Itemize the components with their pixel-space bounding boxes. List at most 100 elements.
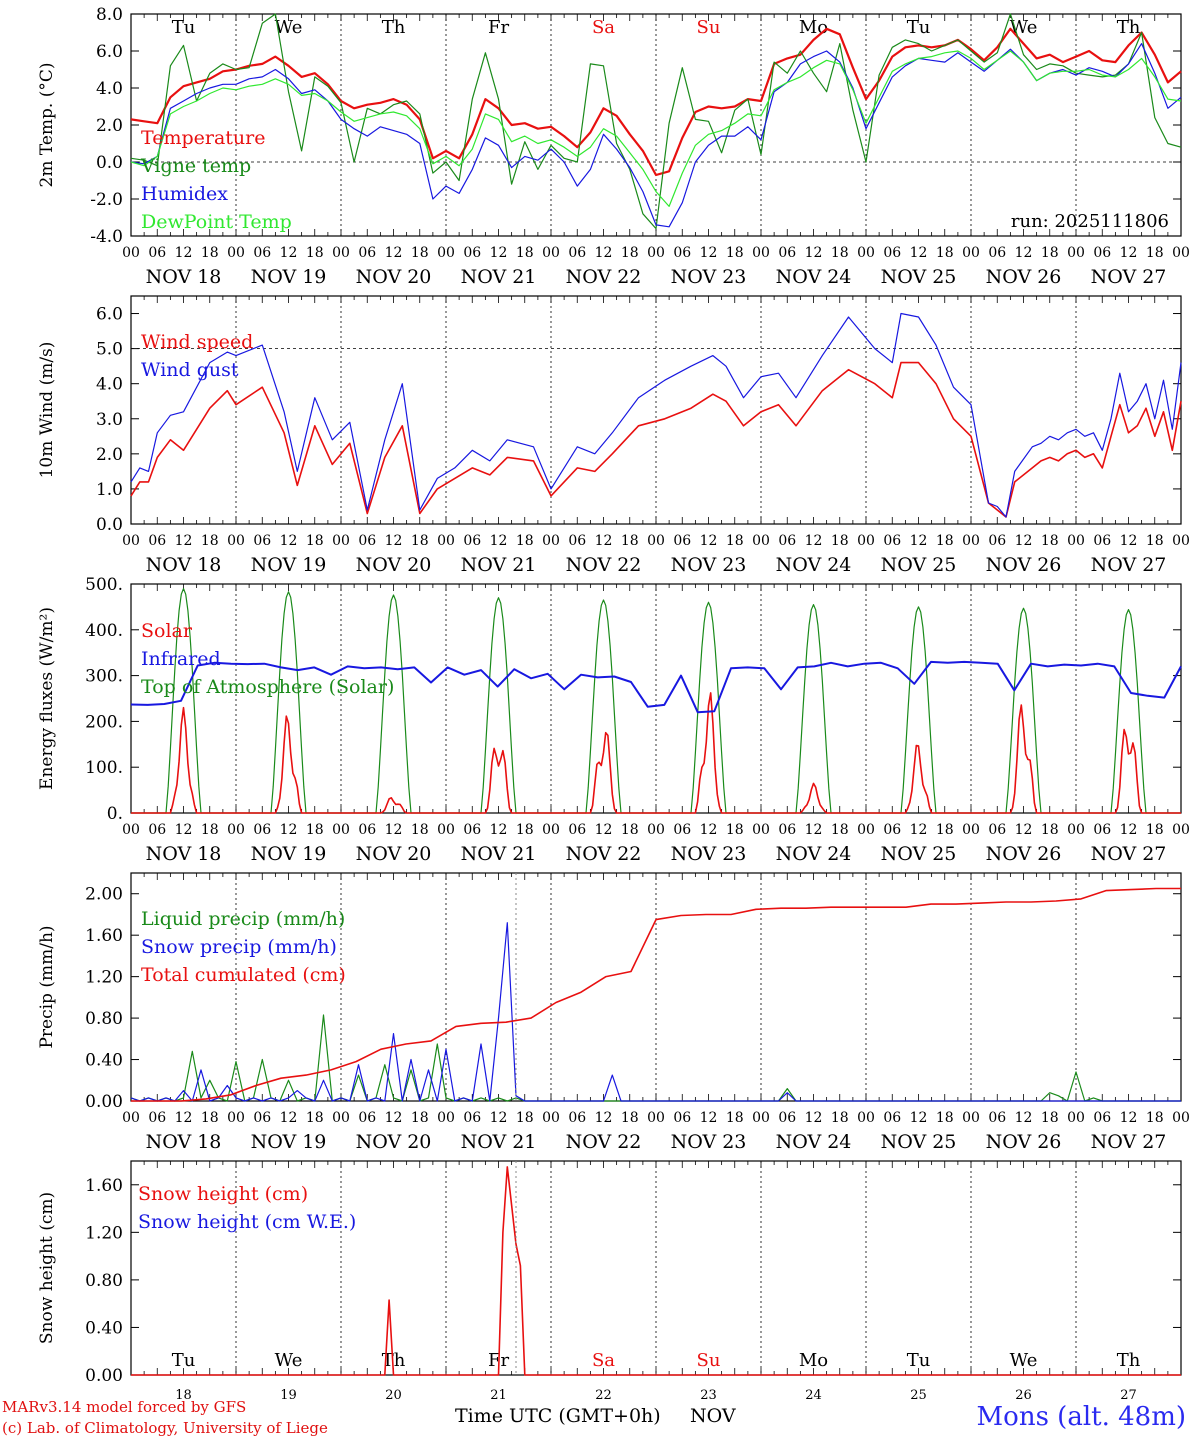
legend-entry: Temperature: [141, 127, 265, 149]
y-tick-label: 200.: [85, 712, 123, 732]
hour-tick-label: 18: [621, 1110, 639, 1126]
day-label: NOV 21: [461, 843, 537, 865]
y-tick-label: 1.60: [85, 926, 123, 946]
hour-tick-label: 06: [148, 245, 166, 261]
hour-tick-label: 12: [490, 533, 508, 549]
weekday-label: We: [1010, 1350, 1038, 1371]
hour-tick-label: 00: [1172, 245, 1190, 261]
hour-tick-label: 06: [253, 245, 271, 261]
hour-tick-label: 00: [332, 245, 350, 261]
y-tick-label: 100.: [85, 758, 123, 778]
hour-tick-label: 00: [962, 822, 980, 838]
hour-tick-label: 12: [1120, 1110, 1138, 1126]
day-label: NOV 25: [881, 554, 957, 576]
hour-tick-label: 00: [227, 1110, 245, 1126]
hour-tick-label: 18: [201, 245, 219, 261]
hour-tick-label: 18: [516, 245, 534, 261]
hour-tick-label: 12: [1015, 822, 1033, 838]
y-tick-label: 0.80: [85, 1009, 123, 1029]
hour-tick-label: 06: [673, 245, 691, 261]
series-line: [130, 27, 1182, 177]
day-number-label: 27: [1120, 1388, 1137, 1403]
hour-tick-label: 12: [1120, 245, 1138, 261]
day-label: NOV 23: [671, 266, 747, 288]
series-line: [130, 922, 1181, 1102]
day-label: NOV 20: [356, 266, 432, 288]
hour-tick-label: 06: [148, 1110, 166, 1126]
legend-entry: Snow height (cm W.E.): [138, 1211, 356, 1233]
y-tick-label: 6.0: [96, 305, 123, 325]
hour-tick-label: 12: [805, 1110, 823, 1126]
weekday-label: Th: [382, 17, 406, 38]
weekday-label: We: [1010, 17, 1038, 38]
hour-tick-label: 18: [936, 533, 954, 549]
hour-tick-label: 00: [542, 245, 560, 261]
hour-tick-label: 12: [1120, 822, 1138, 838]
day-label: NOV 19: [251, 1131, 327, 1153]
hour-tick-label: 12: [280, 1110, 298, 1126]
hour-tick-label: 06: [673, 822, 691, 838]
hour-tick-label: 18: [1041, 533, 1059, 549]
hour-tick-label: 06: [988, 822, 1006, 838]
series-line: [130, 42, 1182, 228]
hour-tick-label: 12: [595, 245, 613, 261]
hour-tick-label: 00: [1172, 822, 1190, 838]
panel-frame: [130, 583, 1182, 814]
hour-tick-label: 00: [962, 1110, 980, 1126]
hour-tick-label: 18: [201, 1110, 219, 1126]
weekday-label: Sa: [592, 1350, 615, 1371]
hour-tick-label: 18: [201, 822, 219, 838]
hour-tick-label: 18: [831, 533, 849, 549]
day-label: NOV 20: [356, 554, 432, 576]
hour-tick-label: 06: [778, 822, 796, 838]
y-tick-label: 0.00: [85, 1092, 123, 1112]
hour-tick-label: 00: [122, 533, 140, 549]
hour-tick-label: 00: [227, 822, 245, 838]
hour-tick-label: 18: [411, 822, 429, 838]
weekday-label: Sa: [592, 17, 615, 38]
day-label: NOV 24: [776, 1131, 852, 1153]
weekday-label: Th: [1117, 1350, 1141, 1371]
hour-tick-label: 18: [411, 245, 429, 261]
weekday-label: Fr: [488, 17, 509, 38]
hour-tick-label: 00: [857, 533, 875, 549]
hour-tick-label: 00: [227, 533, 245, 549]
hour-tick-label: 12: [280, 533, 298, 549]
hour-tick-label: 00: [857, 1110, 875, 1126]
day-label: NOV 21: [461, 266, 537, 288]
hour-tick-label: 18: [726, 533, 744, 549]
day-number-label: 25: [910, 1388, 927, 1403]
hour-tick-label: 18: [1146, 822, 1164, 838]
hour-tick-label: 06: [1093, 822, 1111, 838]
series-line: [131, 887, 1181, 1102]
day-label: NOV 22: [566, 554, 642, 576]
y-tick-label: 300.: [85, 667, 123, 687]
y-tick-label: 0.00: [85, 1366, 123, 1386]
day-label: NOV 26: [986, 843, 1062, 865]
legend-entry: Humidex: [141, 183, 228, 205]
hour-tick-label: 18: [1041, 245, 1059, 261]
hour-tick-label: 18: [306, 245, 324, 261]
series-line: [131, 1166, 1181, 1376]
hour-tick-label: 00: [542, 533, 560, 549]
day-label: NOV 19: [251, 554, 327, 576]
hour-tick-label: 18: [936, 822, 954, 838]
series-line: [130, 660, 1182, 714]
series-line: [130, 312, 1182, 518]
hour-tick-label: 12: [595, 822, 613, 838]
y-axis-label: Precip (mm/h): [37, 925, 57, 1048]
hour-tick-label: 00: [857, 822, 875, 838]
hour-tick-label: 18: [726, 1110, 744, 1126]
day-label: NOV 25: [881, 1131, 957, 1153]
hour-tick-label: 18: [411, 1110, 429, 1126]
hour-tick-label: 00: [437, 245, 455, 261]
day-label: NOV 21: [461, 554, 537, 576]
hour-tick-label: 18: [516, 533, 534, 549]
series-line: [130, 50, 1182, 207]
y-tick-label: 5.0: [96, 340, 123, 360]
legend-entry: Wind gust: [141, 359, 239, 381]
day-label: NOV 19: [251, 843, 327, 865]
day-number-label: 19: [280, 1388, 297, 1403]
hour-tick-label: 18: [306, 822, 324, 838]
